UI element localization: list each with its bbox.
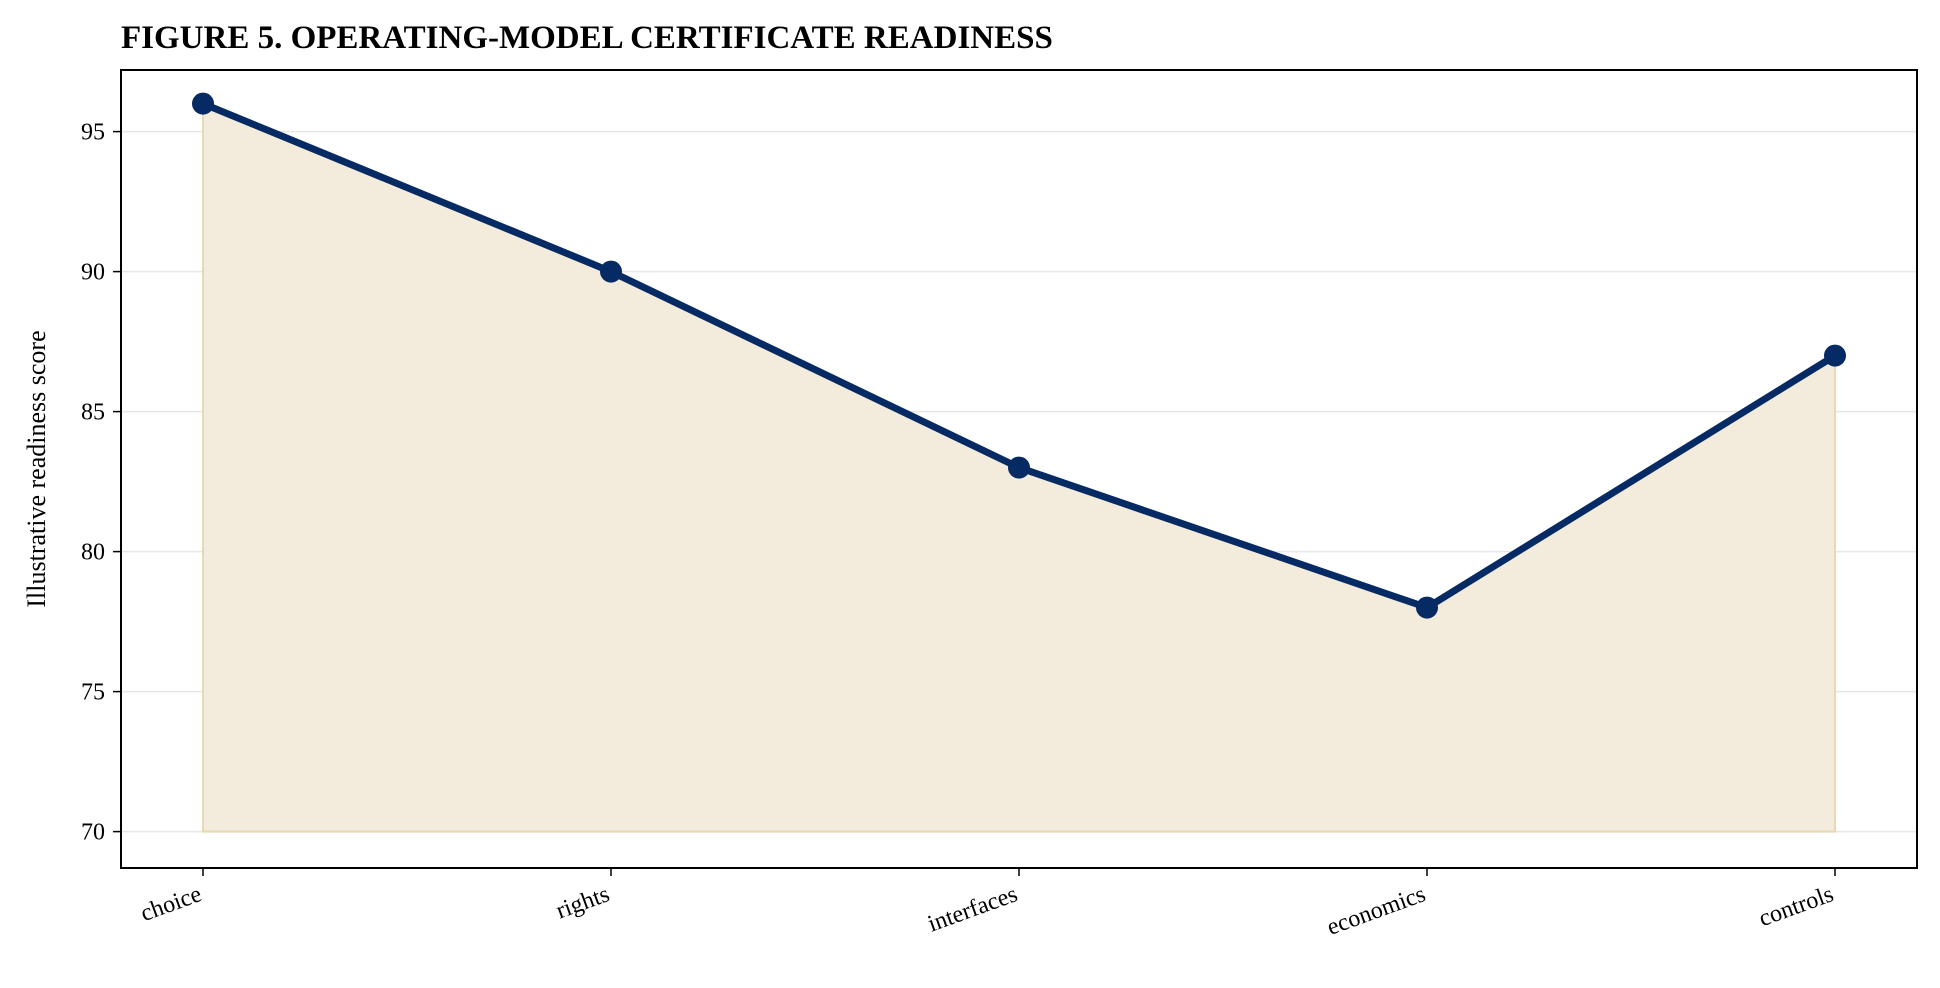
data-point-economics: [1416, 596, 1438, 619]
y-tick-label-0: 70: [81, 820, 105, 846]
y-tick-label-3: 85: [81, 400, 105, 426]
y-tick-label-5: 95: [81, 120, 105, 146]
data-points: [192, 92, 1846, 619]
y-axis-label: Illustrative readiness score: [22, 330, 51, 607]
data-point-choice: [192, 92, 214, 115]
y-axis-ticks: 70 75 80 85 90 95: [81, 120, 121, 846]
data-point-interfaces: [1008, 456, 1030, 479]
data-point-rights: [600, 260, 622, 283]
x-tick-label-choice: choice: [137, 881, 205, 927]
x-tick-label-economics: economics: [1324, 881, 1429, 941]
y-tick-label-4: 90: [81, 260, 105, 286]
y-tick-label-2: 80: [81, 540, 105, 566]
y-tick-label-1: 75: [81, 680, 105, 706]
x-tick-label-interfaces: interfaces: [925, 881, 1022, 937]
x-axis-ticks: choice rights interfaces economics controls: [137, 868, 1837, 941]
chart-title: FIGURE 5. OPERATING-MODEL CERTIFICATE RE…: [121, 20, 1053, 56]
x-tick-label-controls: controls: [1755, 881, 1837, 932]
data-point-controls: [1824, 344, 1846, 367]
x-tick-label-rights: rights: [553, 881, 613, 924]
